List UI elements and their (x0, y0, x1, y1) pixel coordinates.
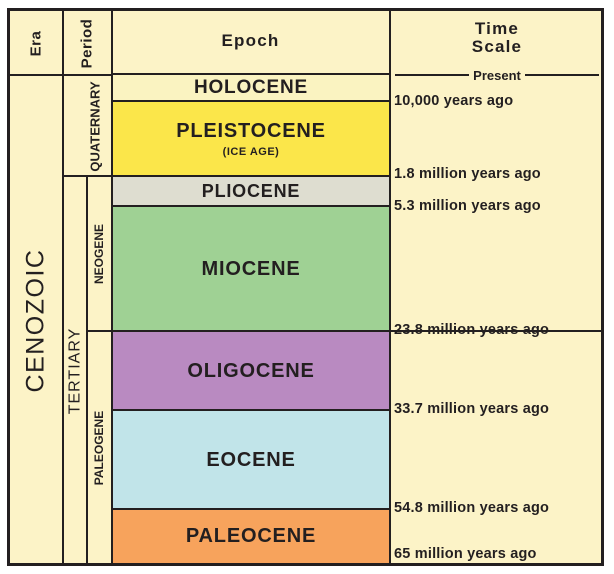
epoch-pliocene-name: PLIOCENE (201, 181, 301, 201)
period-neogene: NEOGENE (88, 178, 110, 330)
epoch-pleistocene-name: PLEISTOCENE (176, 120, 326, 142)
present-dash-left (395, 74, 470, 76)
epoch-pleistocene: PLEISTOCENE (ICE AGE) (113, 100, 389, 176)
period-paleogene-label: PALEOGENE (92, 410, 106, 485)
border-left (7, 8, 10, 566)
epoch-paleocene: PALEOCENE (113, 508, 389, 563)
epoch-pliocene: PLIOCENE (113, 175, 389, 206)
divider-epoch-time (389, 8, 391, 564)
border-bottom (7, 563, 604, 566)
time-header-line1: Time (474, 19, 520, 38)
rule-quaternary-tertiary (62, 175, 114, 177)
time-present-label: Present (473, 67, 521, 83)
period-quaternary-label: QUATERNARY (87, 80, 103, 172)
epoch-paleocene-name: PALEOCENE (185, 525, 317, 547)
time-rule (389, 330, 603, 332)
divider-tertiary-subperiod (86, 176, 88, 564)
header-rule-epoch (111, 73, 391, 75)
epoch-header-label: Epoch (221, 31, 280, 50)
period-neogene-label: NEOGENE (92, 223, 107, 285)
era-cenozoic-label: CENOZOIC (21, 248, 50, 393)
period-paleogene: PALEOGENE (88, 332, 110, 563)
period-tertiary-label: TERTIARY (66, 327, 84, 414)
epoch-eocene-name: EOCENE (206, 448, 296, 471)
epoch-oligocene: OLIGOCENE (113, 330, 389, 410)
time-label: 10,000 years ago (394, 93, 514, 109)
epoch-oligocene-name: OLIGOCENE (187, 359, 315, 382)
present-dash-right (524, 74, 600, 76)
epoch-miocene: MIOCENE (113, 205, 389, 331)
time-label: 1.8 million years ago (394, 166, 541, 182)
time-label: 54.8 million years ago (394, 500, 550, 516)
rule-neogene-paleogene (86, 330, 114, 332)
time-label: 65 million years ago (394, 546, 537, 562)
epoch-pleistocene-subtitle: (ICE AGE) (222, 146, 280, 158)
epoch-holocene-name: HOLOCENE (193, 77, 309, 98)
era-cenozoic: CENOZOIC (10, 78, 62, 563)
divider-era-period (62, 8, 64, 564)
time-label: 33.7 million years ago (394, 401, 550, 417)
period-quaternary: QUATERNARY (84, 78, 106, 174)
time-header-line2: Scale (471, 37, 523, 56)
period-header: Period (64, 10, 110, 76)
border-right (601, 8, 604, 566)
time-present-marker: Present (391, 67, 603, 83)
time-label: 5.3 million years ago (394, 198, 541, 214)
era-header-label: Era (27, 30, 45, 56)
period-header-label: Period (78, 18, 96, 68)
header-rule (7, 74, 113, 76)
period-tertiary: TERTIARY (64, 178, 86, 563)
epoch-eocene: EOCENE (113, 409, 389, 509)
epoch-header: Epoch (113, 10, 388, 72)
epoch-holocene: HOLOCENE (113, 74, 389, 102)
divider-period-epoch (111, 8, 113, 564)
era-header: Era (10, 10, 62, 76)
time-scale-header: Time Scale (392, 14, 602, 62)
border-top (7, 8, 604, 11)
epoch-miocene-name: MIOCENE (201, 257, 301, 280)
